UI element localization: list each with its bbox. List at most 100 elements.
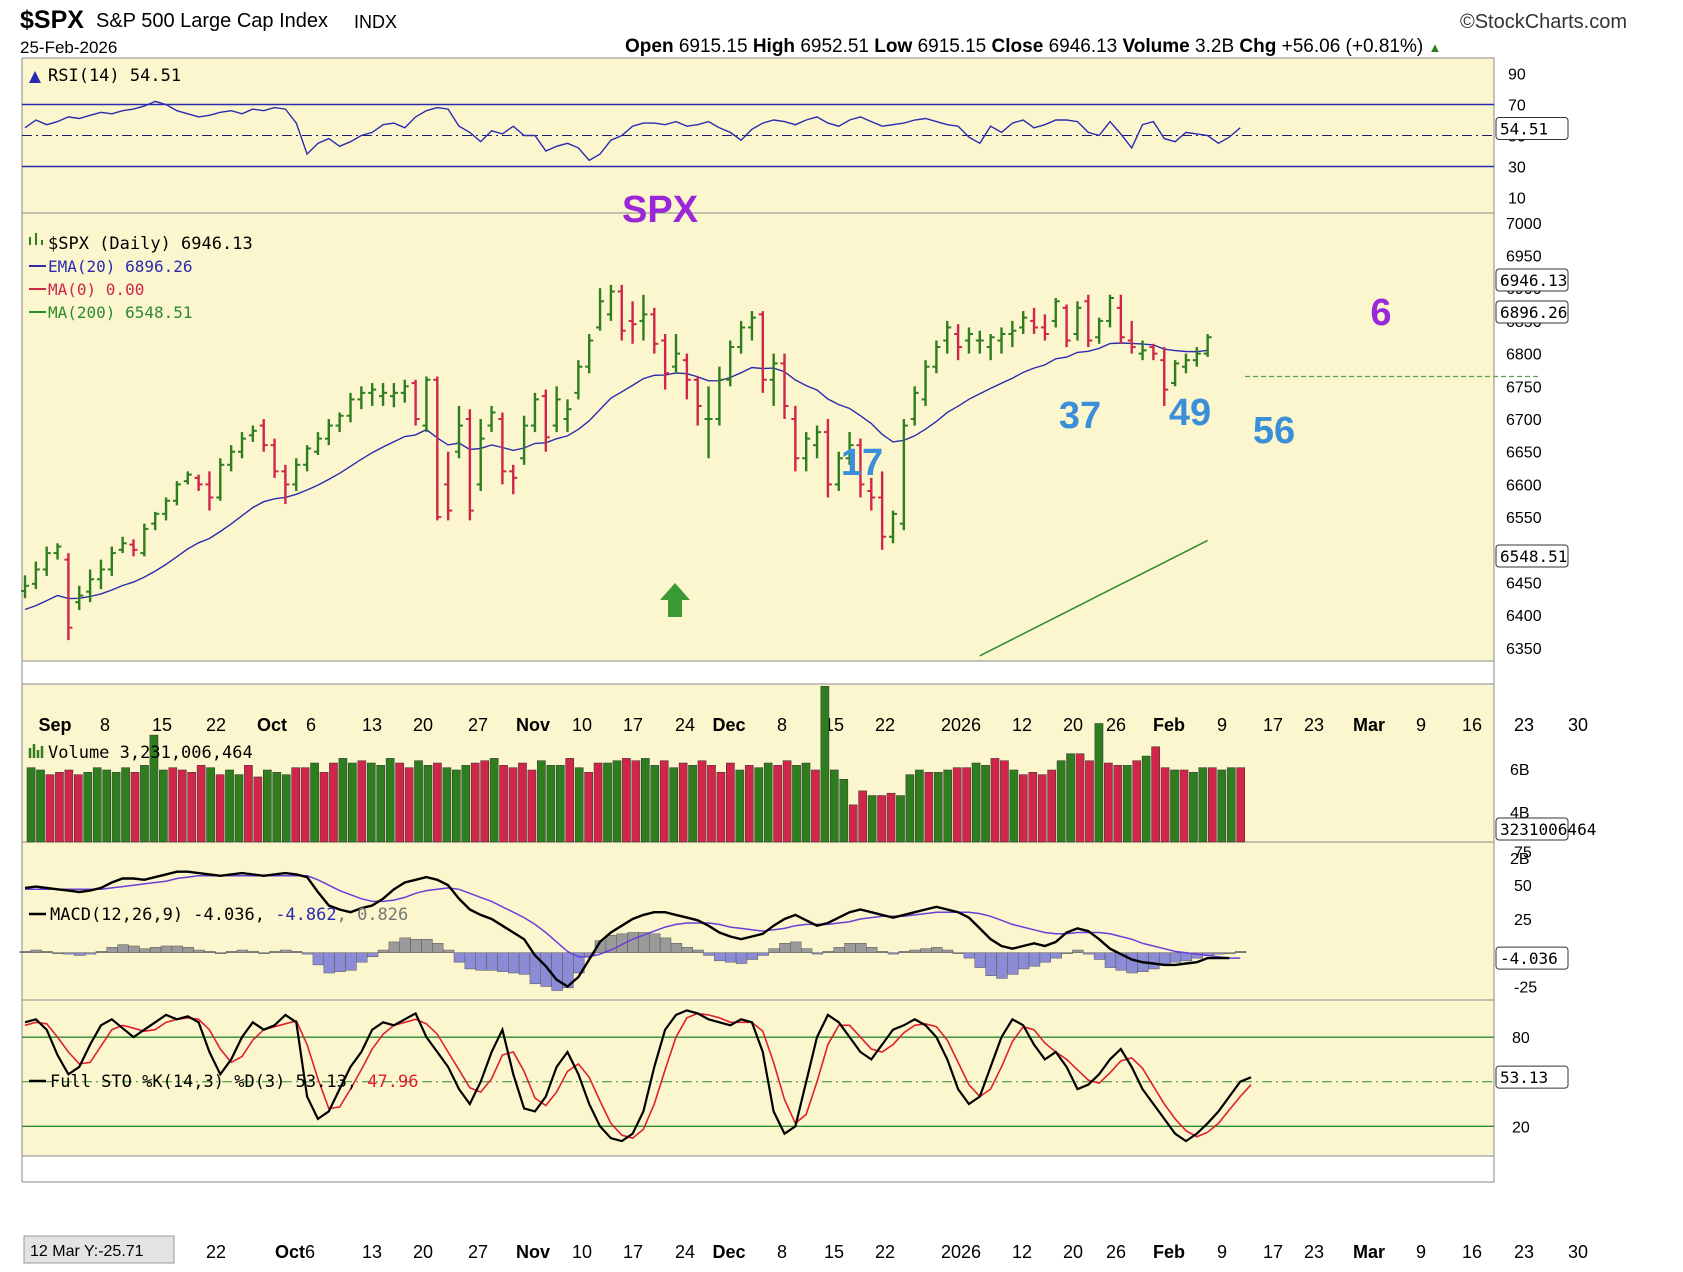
volume-bar xyxy=(1028,772,1038,843)
macd-histogram-bar xyxy=(356,952,368,963)
overlay-legend: MA(200) 6548.51 xyxy=(48,303,193,322)
macd-histogram-bar xyxy=(855,943,867,953)
x-tick-label: 15 xyxy=(152,715,172,735)
macd-histogram-bar xyxy=(779,943,791,953)
volume-bar xyxy=(45,774,55,843)
macd-histogram-bar xyxy=(1159,952,1171,966)
x-tick-label: 16 xyxy=(1462,715,1482,735)
rsi-line xyxy=(24,100,1241,162)
volume-bar xyxy=(622,758,631,843)
x-tick-label: 22 xyxy=(875,715,895,735)
macd-histogram-bar xyxy=(269,951,281,953)
macd-histogram-bar xyxy=(822,951,835,953)
macd-histogram-bar xyxy=(659,937,672,953)
volume-bar xyxy=(735,769,745,843)
volume-bar xyxy=(253,776,263,843)
ma200-price-tag: 6548.51 xyxy=(1500,547,1567,566)
volume-bar xyxy=(1113,765,1123,843)
volume-bar xyxy=(1226,767,1236,843)
x-tick-label: Nov xyxy=(516,715,550,735)
bottom-x-tick-label: Feb xyxy=(1153,1242,1185,1262)
x-tick-label: 9 xyxy=(1416,715,1426,735)
volume-bar xyxy=(149,734,159,843)
volume-bar xyxy=(206,767,215,843)
sto-legend: Full STO %K(14,3) %D(3) 53.13, 47.96 xyxy=(50,1072,418,1092)
macd-histogram-bar xyxy=(692,949,704,953)
macd-histogram-bar xyxy=(432,943,444,953)
price-tick: 6550 xyxy=(1506,510,1542,527)
macd-histogram-bar xyxy=(714,952,726,962)
up-arrow-icon xyxy=(660,583,690,617)
volume-bar xyxy=(36,769,45,843)
macd-histogram-bar xyxy=(1028,952,1041,967)
volume-bar xyxy=(395,762,404,843)
macd-histogram-bar xyxy=(193,949,205,953)
volume-bar xyxy=(848,804,858,843)
volume-bar xyxy=(1047,769,1056,843)
x-tick-label: 27 xyxy=(468,715,488,735)
x-tick-label: Dec xyxy=(712,715,745,735)
count-37: 37 xyxy=(1059,395,1101,437)
macd-histogram-bar xyxy=(84,952,97,955)
open-label: Open xyxy=(625,36,674,57)
volume-bar xyxy=(1075,753,1085,843)
volume-bar xyxy=(83,772,93,843)
index-name: S&P 500 Large Cap Index xyxy=(96,10,329,32)
volume-bar xyxy=(792,765,801,843)
volume-bar xyxy=(423,765,433,843)
volume-bar xyxy=(376,765,386,843)
volume-bar xyxy=(886,792,896,843)
macd-histogram-bar xyxy=(573,952,585,974)
volume-bar xyxy=(763,762,773,843)
macd-histogram-bar xyxy=(52,952,64,954)
bottom-x-tick-label: Dec xyxy=(712,1242,745,1262)
close-price-tag: 6946.13 xyxy=(1500,271,1567,290)
macd-histogram-bar xyxy=(583,952,596,956)
low-value: 6915.15 xyxy=(917,36,987,57)
ohlc-readout: Open 6915.15 High 6952.51 Low 6915.15 Cl… xyxy=(625,36,1441,58)
ema20-line xyxy=(24,342,1208,611)
volume-bar xyxy=(1189,772,1198,843)
volume-bar xyxy=(74,774,83,843)
x-tick-label: 10 xyxy=(572,715,592,735)
macd-histogram-bar xyxy=(334,952,346,972)
macd-value-tag-box xyxy=(1495,946,1569,970)
chg-value: +56.06 (+0.81%) xyxy=(1281,36,1424,57)
x-tick-label: 8 xyxy=(100,715,110,735)
volume-bar xyxy=(215,774,225,843)
volume-bar xyxy=(1094,723,1104,843)
macd-histogram-bar xyxy=(768,948,780,953)
macd-histogram-bar xyxy=(421,938,433,953)
chg-label: Chg xyxy=(1239,36,1277,57)
bottom-x-tick-label: 17 xyxy=(1263,1242,1283,1262)
volume-bar xyxy=(130,772,140,843)
bottom-x-tick-label: 15 xyxy=(824,1242,844,1262)
macd-histogram-bar xyxy=(182,947,194,953)
macd-histogram-bar xyxy=(1148,952,1160,970)
volume-bar xyxy=(631,760,641,843)
open-value: 6915.15 xyxy=(678,36,748,57)
volume-bar xyxy=(858,790,867,843)
volume-bar xyxy=(225,769,234,843)
x-tick-label: 20 xyxy=(1063,715,1083,735)
volume-bar xyxy=(896,795,905,843)
macd-histogram-bar xyxy=(735,952,748,964)
volume-bar xyxy=(1009,769,1019,843)
macd-histogram-bar xyxy=(171,945,183,953)
bottom-x-tick-label: 6 xyxy=(305,1242,315,1262)
macd-histogram-bar xyxy=(63,952,75,955)
close-price-tag-box xyxy=(1495,268,1569,292)
bottom-x-tick-label: 20 xyxy=(413,1242,433,1262)
macd-histogram-bar xyxy=(952,952,965,954)
sto-value-tag: 53.13 xyxy=(1500,1068,1548,1087)
macd-histogram-bar xyxy=(139,948,151,953)
price-tick: 6400 xyxy=(1506,608,1542,625)
macd-histogram-bar xyxy=(464,952,476,970)
chg-up-icon: ▲ xyxy=(1428,40,1442,55)
volume-bar xyxy=(508,767,518,843)
status-readout-box xyxy=(23,1235,175,1264)
macd-histogram-bar xyxy=(106,947,118,953)
volume-bar xyxy=(121,767,130,843)
volume-bar xyxy=(366,762,376,843)
